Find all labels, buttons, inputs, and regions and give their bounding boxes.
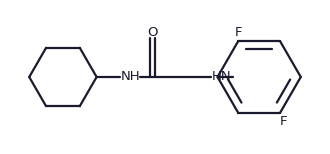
Text: O: O: [147, 26, 157, 39]
Text: F: F: [280, 116, 288, 128]
Text: NH: NH: [120, 71, 140, 83]
Text: HN: HN: [212, 71, 231, 83]
Text: F: F: [235, 26, 242, 38]
